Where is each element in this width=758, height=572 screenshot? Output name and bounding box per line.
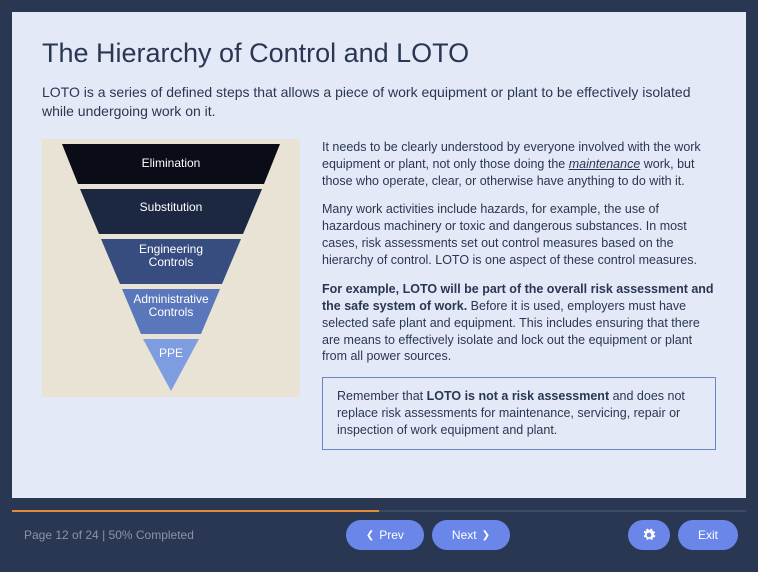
funnel-band-label: PPE bbox=[42, 347, 300, 360]
intro-text: LOTO is a series of defined steps that a… bbox=[42, 83, 716, 121]
prev-button[interactable]: ❮ Prev bbox=[346, 520, 424, 550]
next-button[interactable]: Next ❯ bbox=[432, 520, 510, 550]
footer-bar: Page 12 of 24 | 50% Completed ❮ Prev Nex… bbox=[0, 510, 758, 560]
main-row: Elimination Substitution EngineeringContro… bbox=[42, 139, 716, 450]
chevron-right-icon: ❯ bbox=[482, 530, 490, 541]
gear-icon bbox=[642, 528, 656, 542]
content-card: The Hierarchy of Control and LOTO LOTO i… bbox=[12, 12, 746, 498]
exit-button[interactable]: Exit bbox=[678, 520, 738, 550]
funnel-diagram: Elimination Substitution EngineeringContro… bbox=[42, 139, 300, 397]
paragraph-1: It needs to be clearly understood by eve… bbox=[322, 139, 716, 190]
progress-fill bbox=[12, 510, 379, 512]
body-text: It needs to be clearly understood by eve… bbox=[322, 139, 716, 450]
funnel-band-label: EngineeringControls bbox=[42, 243, 300, 269]
funnel-band-label: Elimination bbox=[42, 157, 300, 170]
funnel-band-label: AdministrativeControls bbox=[42, 293, 300, 319]
page-title: The Hierarchy of Control and LOTO bbox=[42, 38, 716, 69]
funnel-labels: Elimination Substitution EngineeringContro… bbox=[42, 139, 300, 397]
progress-track bbox=[12, 510, 746, 512]
paragraph-3: For example, LOTO will be part of the ov… bbox=[322, 281, 716, 365]
chevron-left-icon: ❮ bbox=[366, 530, 374, 541]
settings-button[interactable] bbox=[628, 520, 670, 550]
callout-box: Remember that LOTO is not a risk assessm… bbox=[322, 377, 716, 450]
funnel-band-label: Substitution bbox=[42, 201, 300, 214]
maintenance-link[interactable]: maintenance bbox=[569, 157, 641, 171]
paragraph-2: Many work activities include hazards, fo… bbox=[322, 201, 716, 269]
page-status: Page 12 of 24 | 50% Completed bbox=[24, 528, 338, 542]
